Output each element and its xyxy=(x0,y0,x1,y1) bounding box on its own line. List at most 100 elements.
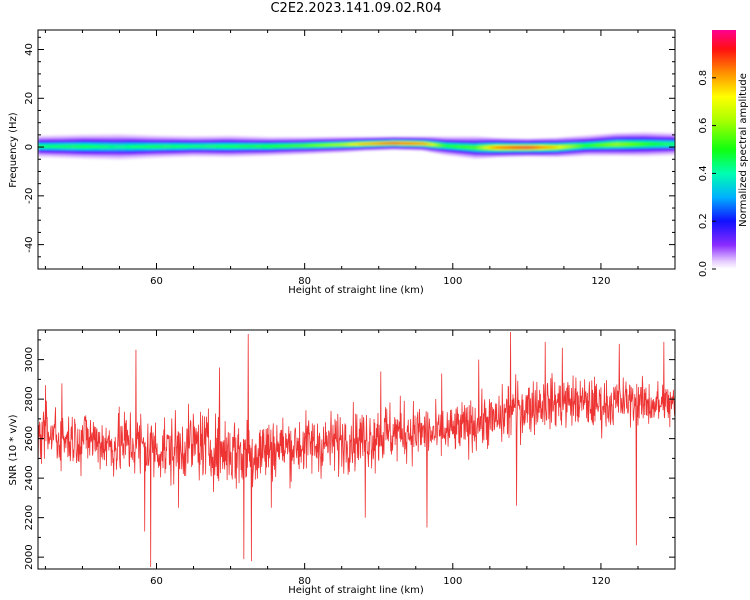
heatmap-cell xyxy=(314,144,319,147)
colorbar-tick-label: 0.4 xyxy=(698,165,709,181)
heatmap-cell xyxy=(222,145,227,148)
heatmap-cell xyxy=(105,145,110,149)
heatmap-cell xyxy=(200,145,205,148)
heatmap-cell xyxy=(80,145,85,148)
heatmap-cell xyxy=(593,144,598,147)
heatmap-cell xyxy=(94,145,99,149)
heatmap-cell xyxy=(452,145,457,148)
heatmap-cell xyxy=(505,146,510,149)
heatmap-cell xyxy=(455,145,460,148)
heatmap-cell xyxy=(229,145,234,148)
heatmap-y-axis-label: Frequency (Hz) xyxy=(8,112,19,188)
heatmap-cell xyxy=(423,143,428,145)
heatmap-cell xyxy=(186,145,191,148)
heatmap-cell xyxy=(214,145,220,148)
heatmap-cell xyxy=(508,146,513,149)
heatmap-frame xyxy=(37,29,676,270)
heatmap-cell xyxy=(356,143,361,145)
colorbar-gradient xyxy=(712,30,736,269)
heatmap-cell xyxy=(636,142,641,146)
heatmap-cell xyxy=(490,146,496,149)
heatmap-cell xyxy=(179,145,184,148)
x-tick-label: 120 xyxy=(591,576,610,587)
heatmap-cell xyxy=(225,145,230,148)
heatmap-cell xyxy=(607,143,612,146)
heatmap-cell xyxy=(147,145,152,148)
heatmap-cell xyxy=(292,144,297,147)
heatmap-cell xyxy=(190,145,195,148)
x-tick-label: 120 xyxy=(591,276,610,287)
heatmap-cell xyxy=(264,145,269,148)
heatmap-cell xyxy=(395,142,400,144)
page-title: C2E2.2023.141.09.02.R04 xyxy=(270,1,442,16)
heatmap-cell xyxy=(579,144,584,148)
heatmap-cell xyxy=(667,142,673,146)
heatmap-cell xyxy=(572,145,577,148)
heatmap-cell xyxy=(590,144,595,147)
colorbar-label: Normalized spectral amplitude xyxy=(738,73,749,227)
heatmap-cell xyxy=(565,145,570,148)
heatmap-cell xyxy=(119,145,124,149)
heatmap-cell xyxy=(154,145,159,148)
heatmap-cell xyxy=(628,142,634,146)
heatmap-cell xyxy=(250,145,255,148)
heatmap-bands xyxy=(38,132,675,160)
snr-frame xyxy=(37,329,676,570)
heatmap-cell xyxy=(38,145,43,148)
heatmap-cell xyxy=(282,144,287,148)
heatmap-cell xyxy=(600,143,605,147)
heatmap-cell xyxy=(671,142,675,146)
heatmap-cell xyxy=(48,145,53,148)
heatmap-cell xyxy=(87,145,92,148)
heatmap-cell xyxy=(137,145,142,149)
y-tick-label: 20 xyxy=(24,92,35,105)
heatmap-cell xyxy=(618,143,623,146)
heatmap-cell xyxy=(632,142,637,146)
heatmap-cell xyxy=(62,145,67,148)
heatmap-cell xyxy=(349,143,354,146)
heatmap-cell xyxy=(660,142,665,146)
heatmap-cell xyxy=(260,145,266,148)
heatmap-cell xyxy=(547,146,552,149)
heatmap-cell xyxy=(324,144,329,146)
heatmap-cell xyxy=(289,144,294,147)
heatmap-cell xyxy=(625,142,630,146)
heatmap-cell xyxy=(197,145,202,148)
heatmap-cell xyxy=(420,142,425,145)
heatmap-cell xyxy=(575,144,581,148)
heatmap-cell xyxy=(331,143,336,146)
snr-ticks: 60 80 100 120 2000 2200 2400 2600 2800 3000 xyxy=(24,330,676,587)
heatmap-cell xyxy=(469,146,474,149)
heatmap-cell xyxy=(108,145,113,149)
heatmap-cell xyxy=(211,145,216,148)
heatmap-cell xyxy=(554,146,559,149)
colorbar-ticks: 0.0 0.2 0.4 0.6 0.8 xyxy=(698,70,716,277)
heatmap-cell xyxy=(66,145,71,148)
heatmap-cell xyxy=(41,145,46,148)
heatmap-cell xyxy=(544,146,549,149)
y-tick-label: 2800 xyxy=(24,386,35,411)
y-tick-label: 2600 xyxy=(24,426,35,451)
colorbar-tick-label: 0.8 xyxy=(698,70,709,86)
heatmap-cell xyxy=(459,145,464,148)
heatmap-cell xyxy=(52,145,57,148)
heatmap-cell xyxy=(480,146,485,149)
heatmap-x-axis-label: Height of straight line (km) xyxy=(288,285,424,296)
heatmap-cell xyxy=(381,142,386,145)
heatmap-cell xyxy=(430,143,435,146)
heatmap-cell xyxy=(367,143,372,145)
heatmap-cell xyxy=(462,145,467,149)
colorbar-tick-label: 0.2 xyxy=(698,213,709,229)
heatmap-cell xyxy=(45,145,50,148)
heatmap-cell xyxy=(161,145,166,148)
heatmap-cell xyxy=(275,145,280,148)
heatmap-cell xyxy=(664,142,669,146)
heatmap-cell xyxy=(345,143,351,146)
heatmap-cell xyxy=(278,145,283,148)
heatmap-cell xyxy=(158,145,163,148)
heatmap-cell xyxy=(558,146,563,149)
y-tick-label: 2000 xyxy=(24,544,35,569)
y-tick-label: 2400 xyxy=(24,465,35,490)
heatmap-cell xyxy=(653,142,658,146)
heatmap-cell xyxy=(207,145,213,148)
